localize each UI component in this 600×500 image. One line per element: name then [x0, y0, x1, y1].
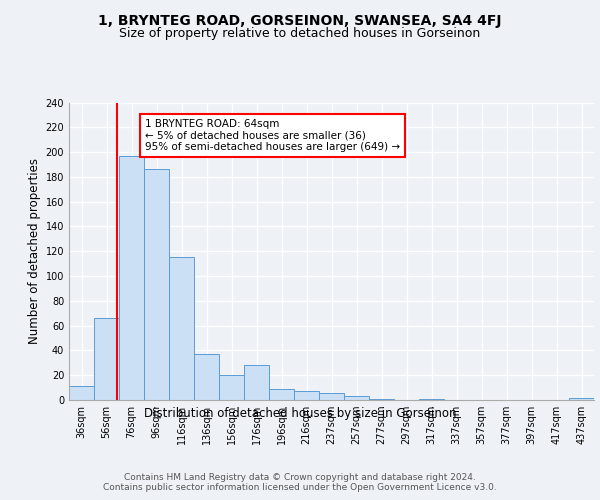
Bar — [219, 375, 244, 400]
Bar — [369, 399, 394, 400]
Bar — [94, 318, 119, 400]
Bar — [194, 354, 219, 400]
Bar — [269, 389, 294, 400]
Text: Contains HM Land Registry data © Crown copyright and database right 2024.
Contai: Contains HM Land Registry data © Crown c… — [103, 472, 497, 492]
Bar — [144, 170, 169, 400]
Bar — [244, 366, 269, 400]
Bar — [419, 399, 444, 400]
Text: 1 BRYNTEG ROAD: 64sqm
← 5% of detached houses are smaller (36)
95% of semi-detac: 1 BRYNTEG ROAD: 64sqm ← 5% of detached h… — [145, 119, 400, 152]
Bar — [344, 396, 369, 400]
Bar — [169, 258, 194, 400]
Bar — [69, 386, 94, 400]
Text: Distribution of detached houses by size in Gorseinon: Distribution of detached houses by size … — [144, 408, 456, 420]
Text: 1, BRYNTEG ROAD, GORSEINON, SWANSEA, SA4 4FJ: 1, BRYNTEG ROAD, GORSEINON, SWANSEA, SA4… — [98, 14, 502, 28]
Bar — [319, 392, 344, 400]
Text: Size of property relative to detached houses in Gorseinon: Size of property relative to detached ho… — [119, 28, 481, 40]
Y-axis label: Number of detached properties: Number of detached properties — [28, 158, 41, 344]
Bar — [119, 156, 144, 400]
Bar — [569, 398, 594, 400]
Bar — [294, 392, 319, 400]
